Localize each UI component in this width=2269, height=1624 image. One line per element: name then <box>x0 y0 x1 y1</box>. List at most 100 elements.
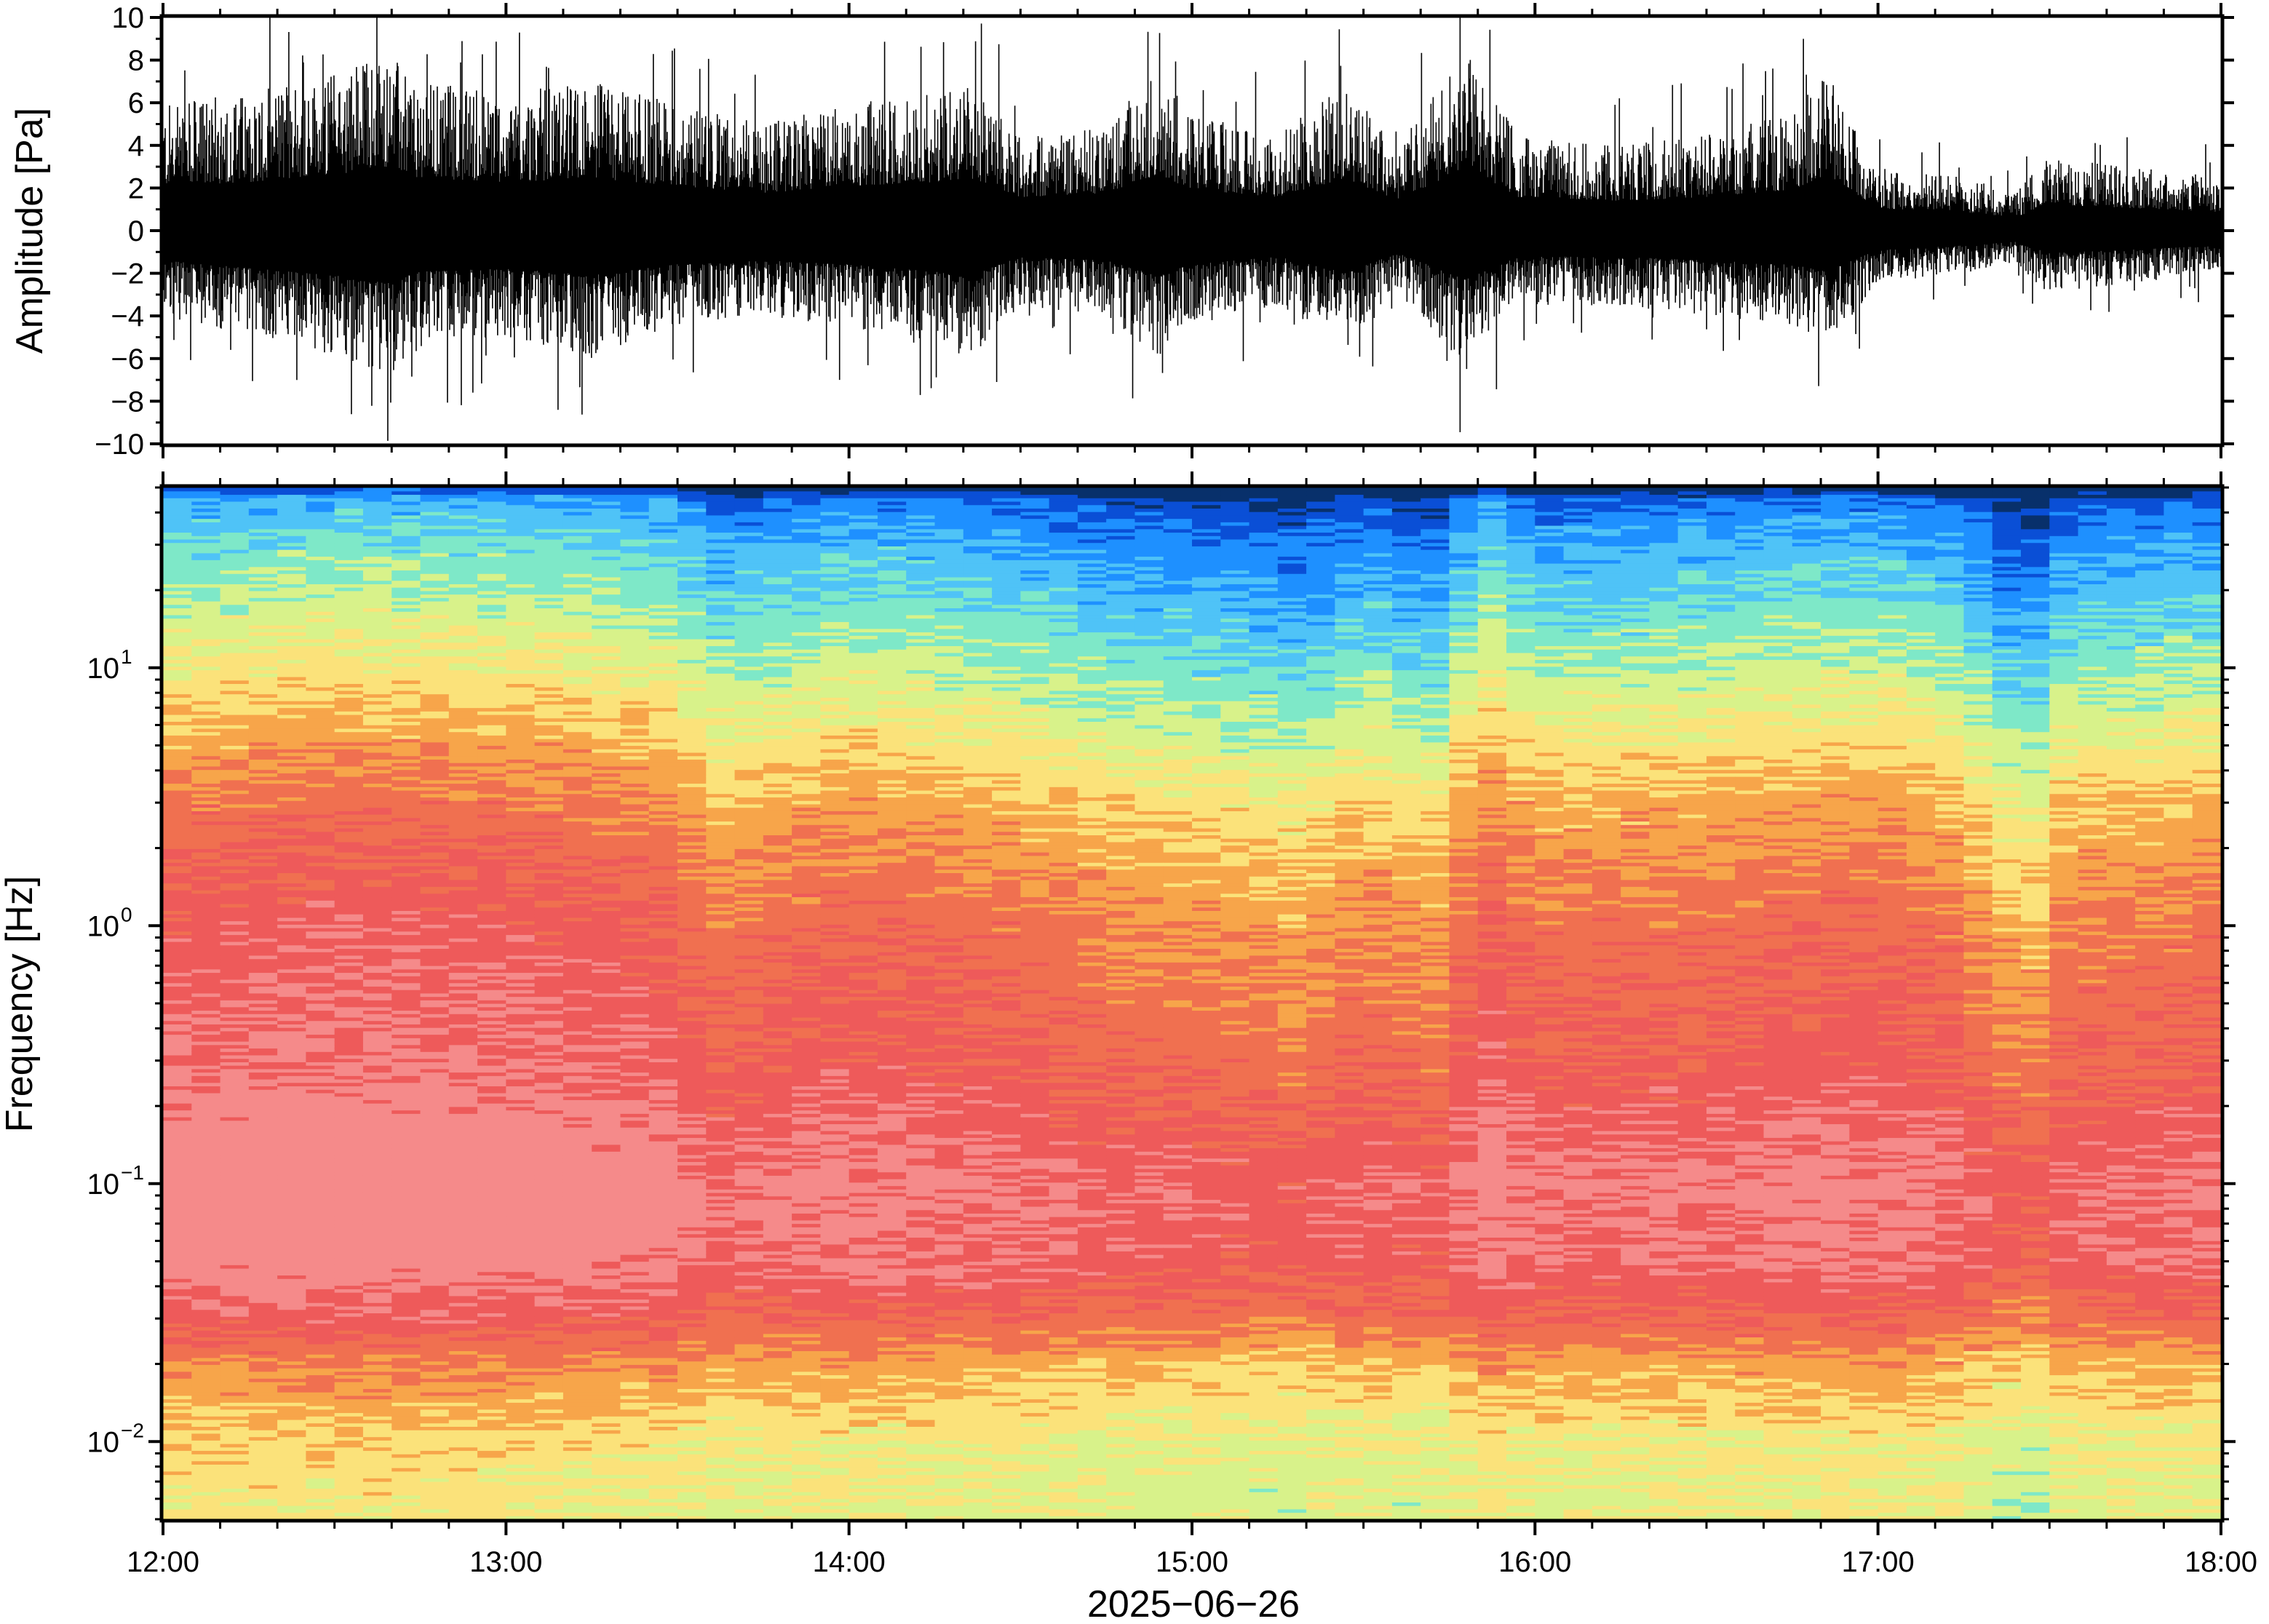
spectrogram-cell <box>392 1213 421 1217</box>
spectrogram-cell <box>163 1072 192 1076</box>
spectrogram-cell <box>191 1488 221 1492</box>
spectrogram-cell <box>592 560 621 564</box>
spectrogram-cell <box>448 632 478 636</box>
spectrogram-cell <box>248 501 278 506</box>
spectrogram-cell <box>306 800 335 805</box>
spectrogram-cell <box>477 1460 506 1465</box>
spectrogram-cell <box>448 1398 478 1403</box>
spectrogram-cell <box>534 1154 564 1159</box>
spectrogram-cell <box>277 1065 306 1070</box>
spectrogram-cell <box>448 982 478 987</box>
spectrogram-cell <box>477 900 506 904</box>
spectrogram-cell <box>392 1275 421 1279</box>
spectrogram-cell <box>334 803 364 808</box>
spectrogram-cell <box>191 903 221 908</box>
spectrogram-cell <box>277 1243 306 1249</box>
spectrogram-cell <box>220 1237 250 1241</box>
spectrogram-cell <box>534 928 564 932</box>
spectrogram-cell <box>220 1082 250 1087</box>
spectrogram-cell <box>506 1333 536 1338</box>
spectrogram-cell <box>592 638 621 643</box>
spectrogram-cell <box>191 1099 221 1104</box>
spectrogram-cell <box>563 1388 592 1393</box>
spectrogram-cell <box>163 1010 192 1014</box>
spectrogram-cell <box>563 745 592 749</box>
spectrogram-cell <box>362 800 392 805</box>
spectrogram-cell <box>420 549 450 554</box>
spectrogram-cell <box>220 793 250 797</box>
spectrogram-cell <box>477 522 506 526</box>
spectrogram-cell <box>477 1323 506 1327</box>
spectrogram-cell <box>392 597 421 602</box>
spectrogram-cell <box>448 752 478 757</box>
spectrogram-cell <box>477 1388 506 1393</box>
spectrogram-cell <box>248 552 278 557</box>
spectrogram-cell <box>506 1278 536 1283</box>
spectrogram-cell <box>220 1230 250 1235</box>
spectrogram-cell <box>420 1381 450 1386</box>
spectrogram-cell <box>420 1038 450 1042</box>
spectrogram-cell <box>306 1378 335 1382</box>
spectrogram-cell <box>220 693 250 698</box>
spectrogram-cell <box>191 848 221 853</box>
spectrogram-cell <box>248 717 278 723</box>
spectrogram-cell <box>248 584 278 588</box>
spectrogram-cell <box>362 1295 392 1300</box>
spectrogram-cell <box>563 576 592 581</box>
spectrogram-cell <box>477 490 506 495</box>
spectrogram-cell <box>191 690 221 695</box>
spectrogram-cell <box>334 1233 364 1238</box>
spectrogram-cell <box>563 1110 592 1114</box>
spectrogram-cell <box>506 1426 536 1430</box>
spectrogram-cell <box>477 1361 506 1365</box>
spectrogram-cell <box>163 749 192 753</box>
spectrogram-cell <box>220 1027 250 1032</box>
spectrogram-cell <box>392 621 421 626</box>
spectrogram-cell <box>163 687 192 691</box>
spectrogram-cell <box>248 1058 278 1062</box>
spectrogram-cell <box>563 920 592 925</box>
spectrogram-cell <box>163 1192 192 1197</box>
spectrogram-cell <box>334 728 364 733</box>
spectrogram-cell <box>220 1381 250 1386</box>
spectrogram-cell <box>420 797 450 801</box>
spectrogram-cell <box>563 604 592 609</box>
spectrogram-cell <box>362 1406 392 1410</box>
spectrogram-cell <box>477 1062 506 1066</box>
spectrogram-cell <box>362 1151 392 1155</box>
spectrogram-cell <box>534 504 564 509</box>
spectrogram-cell <box>220 992 250 998</box>
spectrogram-cell <box>306 1110 335 1114</box>
spectrogram-cell <box>334 697 364 701</box>
spectrogram-cell <box>420 920 450 925</box>
spectrogram-cell <box>448 1233 478 1238</box>
spectrogram-cell <box>477 1488 506 1492</box>
spectrogram-cell <box>448 570 478 574</box>
spectrogram-cell <box>448 1440 478 1444</box>
spectrogram-cell <box>362 714 392 719</box>
spectrogram-cell <box>563 896 592 901</box>
spectrogram-cell <box>592 680 621 685</box>
spectrogram-cell <box>277 979 306 984</box>
spectrogram-cell <box>592 1468 621 1472</box>
spectrogram-cell <box>191 1267 221 1273</box>
spectrogram-cell <box>420 1014 450 1018</box>
spectrogram-cell <box>191 1464 221 1468</box>
spectrogram-cell <box>220 1295 250 1300</box>
spectrogram-cell <box>163 890 192 894</box>
spectrogram-cell <box>334 680 364 685</box>
spectrogram-cell <box>477 779 506 784</box>
spectrogram-cell <box>534 787 564 791</box>
spectrogram-cell <box>248 1103 278 1107</box>
spectrogram-cell <box>448 903 478 908</box>
spectrogram-cell <box>392 1072 421 1076</box>
spectrogram-cell <box>592 1309 621 1313</box>
spectrogram-cell <box>334 501 364 506</box>
spectrogram-cell <box>420 1165 450 1169</box>
spectrogram-cell <box>277 690 306 695</box>
spectrogram-cell <box>306 1340 335 1345</box>
spectrogram-cell <box>277 1426 306 1430</box>
spectrogram-cell <box>420 773 450 777</box>
spectrogram-cell <box>392 976 421 980</box>
spectrogram-cell <box>306 584 335 588</box>
